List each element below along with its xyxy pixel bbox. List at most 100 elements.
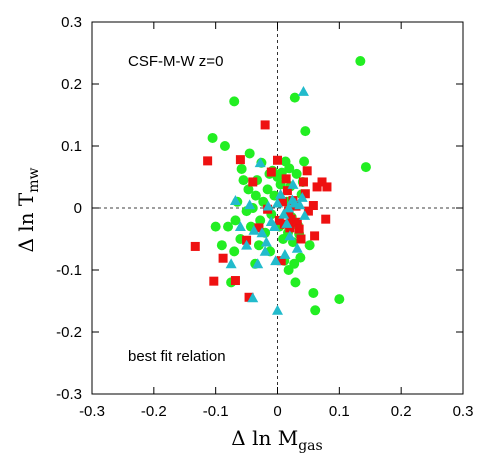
- data-point-circle: [250, 190, 261, 201]
- data-point-square: [190, 241, 200, 251]
- data-point-square: [286, 214, 296, 224]
- data-point-circle: [291, 168, 302, 179]
- series-triangle-points: [225, 85, 311, 315]
- data-point-circle: [253, 240, 264, 251]
- data-point-triangle: [225, 258, 237, 269]
- data-point-square: [276, 256, 286, 266]
- data-point-circle: [230, 215, 241, 226]
- data-point-triangle: [256, 227, 268, 238]
- data-point-square: [281, 174, 291, 184]
- x-axis-label-sub: gas: [298, 438, 323, 454]
- data-point-square: [317, 177, 327, 187]
- series-square-points: [190, 120, 332, 302]
- y-tick-label: 0.3: [61, 14, 82, 31]
- data-point-triangle: [284, 230, 296, 241]
- data-point-triangle: [275, 188, 287, 199]
- data-point-triangle: [259, 245, 271, 256]
- data-point-triangle: [279, 249, 291, 259]
- data-point-circle: [262, 184, 273, 195]
- y-tick-label: -0.3: [56, 386, 82, 403]
- annotation-top-left: CSF-M-W z=0: [128, 53, 223, 70]
- data-point-triangle: [260, 236, 272, 247]
- data-point-square: [296, 234, 306, 244]
- data-point-circle: [255, 215, 266, 226]
- data-point-triangle: [287, 178, 299, 189]
- data-point-square: [274, 215, 284, 225]
- y-axis-label-sub: mw: [26, 167, 42, 192]
- data-point-square: [209, 276, 219, 286]
- data-point-square: [260, 120, 270, 130]
- data-point-square: [294, 224, 304, 234]
- data-point-circle: [299, 156, 310, 167]
- x-axis-label: Δ ln Mgas: [231, 426, 322, 454]
- data-point-circle: [236, 163, 247, 174]
- data-point-circle: [300, 126, 311, 137]
- data-point-circle: [216, 240, 227, 251]
- y-tick-label: -0.1: [56, 262, 82, 279]
- data-point-square: [300, 189, 310, 199]
- data-point-square: [235, 155, 245, 165]
- data-point-square: [321, 214, 331, 224]
- data-point-circle: [278, 234, 289, 244]
- data-point-circle: [244, 148, 255, 159]
- data-point-square: [277, 197, 287, 207]
- data-point-triangle: [291, 242, 303, 253]
- x-tick-label: 0.1: [329, 403, 350, 420]
- data-point-square: [230, 276, 240, 286]
- x-tick-label: -0.1: [203, 403, 229, 420]
- data-point-circle: [219, 141, 230, 151]
- x-axis-label-main: Δ ln M: [231, 426, 298, 450]
- data-point-square: [292, 217, 302, 227]
- data-point-square: [203, 156, 213, 166]
- data-point-circle: [207, 132, 218, 143]
- data-point-circle: [229, 246, 240, 257]
- y-tick-label: 0.1: [61, 138, 82, 155]
- data-point-triangle: [297, 85, 309, 96]
- data-point-square: [308, 201, 318, 211]
- data-point-square: [282, 186, 292, 196]
- data-point-triangle: [234, 221, 246, 231]
- data-point-square: [254, 223, 264, 233]
- data-point-triangle: [283, 202, 295, 213]
- data-point-circle: [280, 156, 291, 167]
- data-point-circle: [355, 56, 366, 67]
- data-point-circle: [258, 196, 269, 207]
- data-point-square: [302, 166, 312, 176]
- data-point-triangle: [299, 209, 311, 220]
- data-point-square: [322, 182, 332, 192]
- data-point-square: [266, 167, 276, 177]
- y-axis-label: Δ ln Tmw: [14, 167, 42, 252]
- data-point-triangle: [262, 200, 274, 211]
- data-point-triangle: [296, 191, 308, 202]
- data-point-square: [244, 292, 254, 302]
- data-point-circle: [308, 287, 319, 298]
- data-point-square: [298, 177, 308, 187]
- y-tick-label: -0.2: [56, 324, 82, 341]
- data-point-triangle: [268, 221, 280, 231]
- data-point-triangle: [229, 195, 241, 205]
- x-tick-label: 0.2: [391, 403, 412, 420]
- data-point-triangle: [247, 292, 259, 303]
- data-point-triangle: [272, 304, 283, 315]
- data-point-triangle: [252, 258, 264, 269]
- data-point-square: [248, 177, 258, 187]
- data-point-triangle: [281, 218, 293, 228]
- data-point-triangle: [248, 224, 260, 235]
- y-axis-label-main: Δ ln T: [14, 192, 38, 252]
- data-point-circle: [210, 221, 221, 232]
- data-point-square: [218, 253, 228, 263]
- data-point-square: [310, 231, 320, 241]
- data-point-circle: [290, 277, 301, 288]
- data-point-circle: [243, 184, 254, 195]
- annotation-bottom-left: best fit relation: [128, 348, 226, 365]
- data-point-square: [312, 182, 322, 192]
- data-point-triangle: [278, 208, 290, 219]
- y-tick-label: 0: [74, 200, 82, 217]
- data-point-triangle: [241, 239, 253, 250]
- data-point-circle: [229, 96, 240, 107]
- data-point-triangle: [254, 157, 266, 168]
- x-tick-label: 0.3: [453, 403, 474, 420]
- x-tick-label: 0: [273, 403, 281, 420]
- data-point-circle: [223, 221, 234, 232]
- data-point-square: [303, 206, 313, 216]
